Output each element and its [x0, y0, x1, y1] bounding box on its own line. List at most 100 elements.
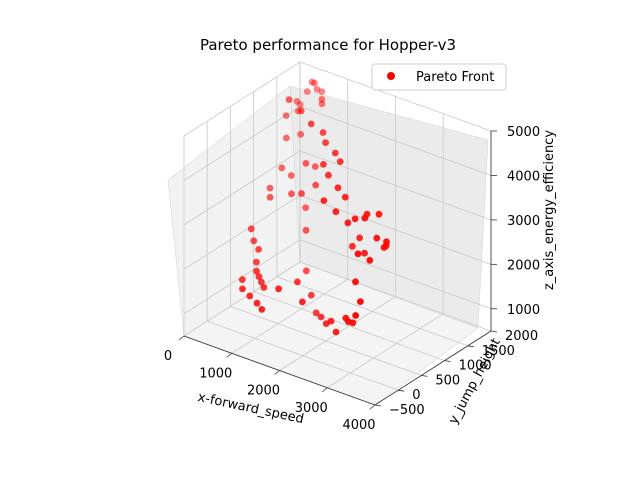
data-point [341, 193, 349, 201]
data-point [349, 242, 356, 250]
data-point [322, 139, 329, 147]
y-tick-label: 1500 [482, 344, 515, 359]
data-point [302, 267, 310, 275]
data-point [311, 163, 319, 171]
z-tick-label: 4000 [507, 169, 540, 184]
data-point [334, 184, 342, 192]
y-gridline-floor [299, 261, 492, 332]
z-gridline-left-wall [183, 61, 301, 137]
data-point [319, 129, 327, 136]
y-tick-label: 500 [435, 373, 460, 388]
data-point [361, 249, 368, 257]
data-point [253, 267, 260, 275]
data-point [293, 98, 301, 105]
y-tick-mark [444, 360, 451, 362]
z-gridline-left-wall [183, 106, 301, 181]
data-point [336, 158, 344, 166]
y-tick-label: 0 [412, 388, 420, 403]
x-tick-label: 0 [164, 349, 172, 364]
data-point [303, 88, 311, 95]
x-gridline-floor [327, 313, 444, 389]
y-gridline-floor [207, 320, 399, 391]
z-tick-label: 1000 [507, 303, 540, 318]
data-point [354, 250, 362, 258]
data-point [297, 107, 305, 115]
data-point [331, 149, 339, 157]
x-gridline-floor [183, 261, 301, 337]
z-tick-label: 2000 [507, 258, 540, 273]
z-tick-label: 3000 [507, 214, 540, 229]
data-point [297, 130, 305, 138]
data-point [239, 285, 246, 293]
data-point [246, 292, 254, 300]
y-gridline-floor [253, 291, 445, 361]
data-point [285, 96, 293, 103]
x-tick-mark [322, 387, 328, 393]
data-point [299, 298, 306, 306]
data-point [320, 161, 327, 168]
z-gridline-right-wall [299, 61, 492, 132]
data-point [298, 190, 305, 197]
data-point [361, 214, 369, 222]
data-point [318, 100, 326, 108]
data-point [352, 312, 360, 319]
data-point [255, 273, 263, 280]
data-point [318, 88, 326, 95]
data-point [307, 120, 315, 128]
x-tick-label: 1000 [199, 366, 232, 381]
data-point [312, 181, 320, 189]
data-point [302, 160, 310, 167]
data-point [366, 256, 374, 264]
data-point [357, 298, 364, 305]
legend: Pareto Front [371, 63, 507, 91]
z-tick-label: 5000 [507, 125, 540, 140]
y-tick-mark [490, 330, 498, 333]
data-point [325, 171, 332, 179]
data-point [260, 284, 268, 291]
x-tick-label: 4000 [342, 418, 375, 433]
z-gridline-right-wall [299, 106, 492, 176]
data-point [342, 314, 350, 322]
x-tick-mark [274, 370, 280, 375]
data-point [344, 219, 352, 227]
data-point [332, 328, 340, 336]
data-point [247, 225, 255, 233]
z-gridline-left-wall [183, 194, 301, 270]
data-point [307, 291, 315, 299]
z-gridline-left-wall [183, 150, 301, 226]
legend-box [371, 63, 507, 91]
y-tick-label: 1000 [459, 359, 492, 374]
scatter-points [238, 78, 390, 336]
data-point [311, 79, 318, 87]
data-point [266, 193, 274, 201]
legend-label: Pareto Front [416, 70, 494, 85]
x-tick-label: 3000 [295, 401, 328, 416]
data-point [302, 226, 310, 234]
data-point [294, 278, 301, 286]
x-gridline-floor [231, 278, 348, 354]
x-tick-label: 2000 [247, 384, 280, 399]
data-point [356, 234, 363, 242]
y-tick-mark [421, 375, 428, 377]
x-tick-mark [178, 335, 185, 341]
data-point [320, 197, 328, 205]
data-point [282, 112, 290, 119]
data-point [253, 299, 261, 307]
data-point [312, 309, 320, 317]
data-point [302, 204, 310, 212]
data-point [375, 210, 383, 218]
data-point [238, 276, 246, 283]
data-point [382, 242, 390, 250]
data-point [322, 320, 330, 327]
data-point [255, 246, 262, 253]
data-point [317, 313, 325, 321]
z-gridline-right-wall [299, 150, 492, 221]
y-gridline-floor [230, 306, 422, 376]
z-gridline-right-wall [299, 194, 492, 265]
data-point [352, 278, 359, 286]
data-point [275, 285, 282, 293]
data-point [351, 215, 359, 223]
data-point [258, 306, 266, 313]
y-axis-line [374, 330, 492, 406]
data-point [332, 208, 340, 216]
